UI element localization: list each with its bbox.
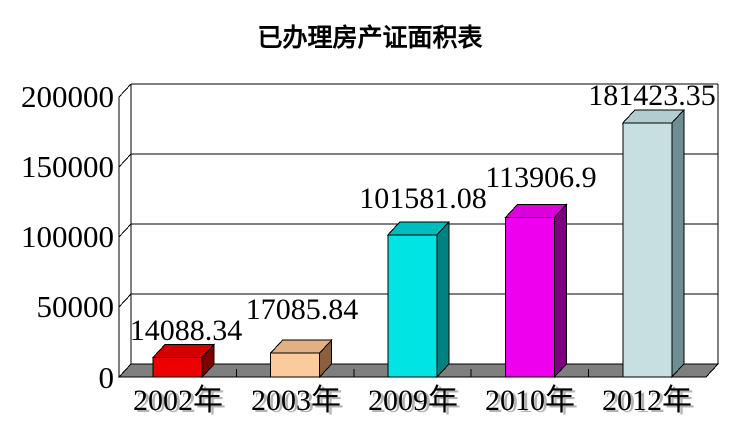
bar-front-2010年 <box>504 217 555 378</box>
bar-side-2010年 <box>553 203 567 379</box>
value-label-2012: 181423.35 <box>588 79 716 112</box>
x-label-2012: 2012年 <box>602 384 692 417</box>
bar-2009年 <box>386 220 451 379</box>
x-label-shadow-2002: 2002年 <box>136 386 226 419</box>
bar-front-2003年 <box>270 352 321 378</box>
bar-front-2009年 <box>387 234 438 378</box>
x-label-2003: 2003年 <box>251 384 341 417</box>
value-label-2010: 113906.9 <box>485 161 596 194</box>
y-tick-connector-100000 <box>118 223 132 238</box>
bar-front-2012年 <box>622 122 673 378</box>
x-label-shadow-2010: 2010年 <box>488 386 578 419</box>
bar-side-2012年 <box>671 108 685 379</box>
x-label-2009: 2009年 <box>368 384 458 417</box>
bar-front-2002年 <box>152 356 203 378</box>
x-label-shadow-2012: 2012年 <box>605 386 695 419</box>
value-label-2009: 101581.08 <box>359 182 487 215</box>
y-tick-label-0: 0 <box>99 360 115 395</box>
bar-2002年 <box>152 342 216 379</box>
value-label-2002: 14088.34 <box>130 314 243 347</box>
x-label-2010: 2010年 <box>485 384 575 417</box>
bar-2012年 <box>621 108 685 379</box>
bar-2003年 <box>269 338 333 379</box>
chart-title: 已办理房产证面积表 <box>257 23 483 52</box>
value-labels: 14088.34 17085.84 101581.08 113906.9 181… <box>130 79 716 347</box>
bar-side-2009年 <box>436 220 450 379</box>
bar-2010年 <box>504 203 568 379</box>
y-tick-label-50000: 50000 <box>37 289 115 324</box>
x-label-shadow-2009: 2009年 <box>371 386 461 419</box>
x-label-2002: 2002年 <box>133 384 223 417</box>
y-tick-label-100000: 100000 <box>21 219 114 254</box>
y-axis-labels: 200000 150000 100000 50000 0 <box>21 79 114 395</box>
y-tick-connector-50000 <box>118 293 132 308</box>
value-label-2003: 17085.84 <box>246 293 359 326</box>
y-tick-label-150000: 150000 <box>21 149 114 184</box>
y-tick-connector-200000 <box>118 83 132 98</box>
bars <box>152 108 685 379</box>
x-label-shadow-2003: 2003年 <box>254 386 344 419</box>
y-tick-connector-150000 <box>118 153 132 168</box>
x-axis-labels: 2002年 2002年 2003年 2003年 2009年 2009年 2010… <box>133 384 695 419</box>
y-tick-label-200000: 200000 <box>21 79 114 114</box>
